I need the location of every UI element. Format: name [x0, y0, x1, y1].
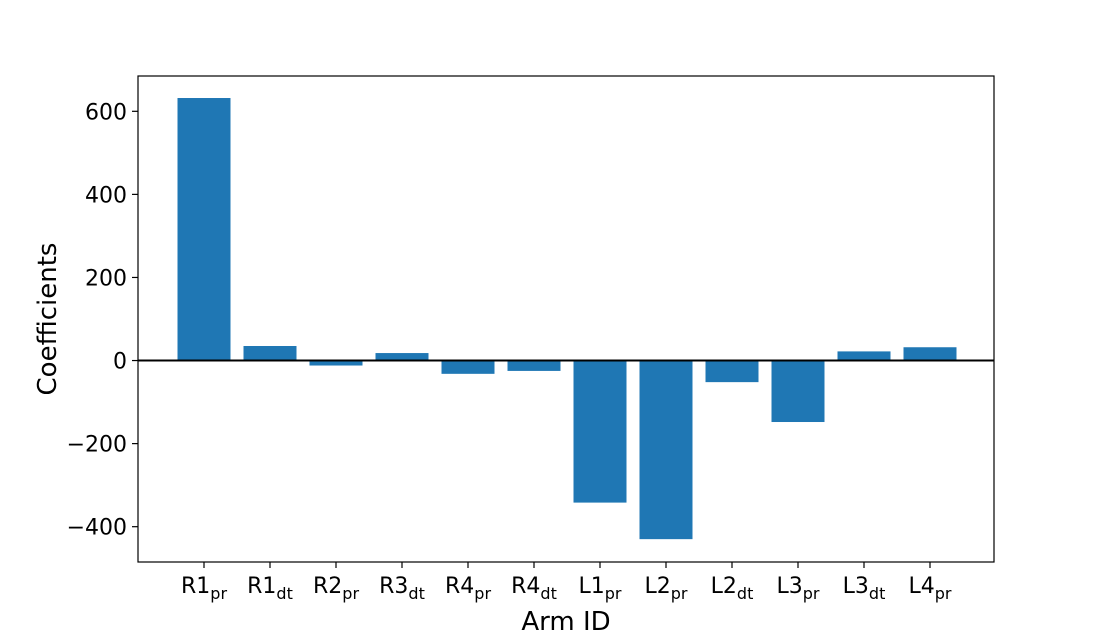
bar-r1-dt: [243, 346, 297, 361]
x-tick-label: L1pr: [579, 574, 622, 603]
bar-l4-pr: [903, 347, 957, 361]
y-tick-label: 0: [113, 350, 127, 375]
x-tick-label: R1dt: [247, 574, 293, 603]
y-axis-label: Coefficients: [33, 243, 63, 396]
x-tick-label: R2pr: [313, 574, 359, 603]
bar-l1-pr: [573, 360, 627, 503]
x-tick-label: L4pr: [909, 574, 952, 603]
bar-r4-dt: [507, 360, 561, 371]
x-tick-label: R3dt: [379, 574, 425, 603]
bar-l2-dt: [705, 360, 759, 383]
y-tick-label: −400: [67, 516, 127, 541]
bar-l2-pr: [639, 360, 693, 540]
x-axis-ticks: R1pr R1dt R2pr R3dt R4pr R4dt L1pr L2pr L2dt L3pr…: [181, 562, 952, 603]
y-tick-label: 200: [85, 266, 127, 291]
bar-l3-dt: [837, 351, 891, 361]
x-tick-label: L3dt: [843, 574, 886, 603]
bars-layer: [177, 98, 957, 540]
x-tick-label: R4dt: [511, 574, 557, 603]
x-tick-label: R1pr: [181, 574, 227, 603]
y-axis-ticks: 600 400 200 0 −200 −400: [67, 100, 138, 541]
bar-r1-pr: [177, 98, 231, 361]
bar-r3-dt: [375, 353, 429, 361]
x-axis-label: Arm ID: [521, 607, 610, 632]
y-tick-label: 600: [85, 100, 127, 125]
bar-r4-pr: [441, 360, 495, 374]
bar-l3-pr: [771, 360, 825, 423]
plot-frame: [137, 75, 995, 563]
x-tick-label: L2pr: [645, 574, 688, 603]
x-tick-label: L3pr: [777, 574, 820, 603]
bar-r2-pr: [309, 360, 363, 366]
x-tick-label: R4pr: [445, 574, 491, 603]
x-tick-label: L2dt: [711, 574, 754, 603]
y-tick-label: −200: [67, 433, 127, 458]
y-tick-label: 400: [85, 183, 127, 208]
